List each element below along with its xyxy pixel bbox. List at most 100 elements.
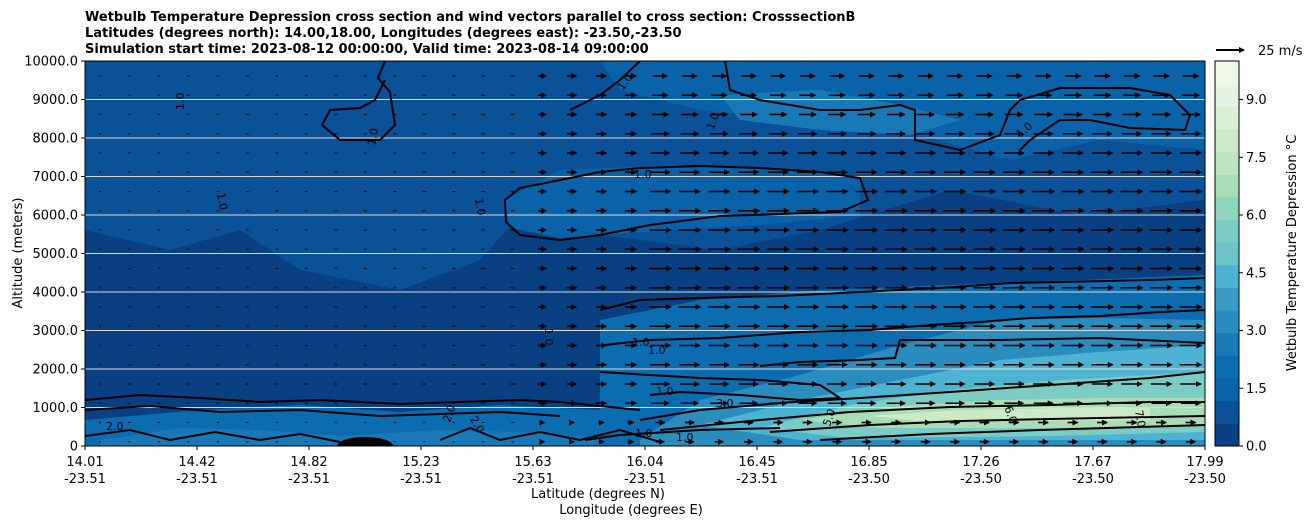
x-tick-label-lon: -23.51 bbox=[64, 472, 106, 487]
contour-line-plume-7 bbox=[819, 424, 1205, 441]
x-tick-label-lat: 14.42 bbox=[178, 455, 215, 470]
contour-line-plume-4 bbox=[639, 371, 1205, 421]
vector-key-label: 25 m/s bbox=[1258, 44, 1303, 59]
colorbar-segment bbox=[1215, 219, 1239, 243]
contour-label: 1.0 bbox=[365, 127, 381, 146]
x-tick-label-lat: 16.45 bbox=[738, 455, 775, 470]
colorbar-segment bbox=[1215, 264, 1239, 288]
colorbar-tick-label: 6.0 bbox=[1246, 209, 1267, 224]
contour-line-upper-3 bbox=[724, 61, 1192, 152]
y-tick-label: 8000.0 bbox=[33, 132, 79, 147]
contour-label: 2.0 bbox=[106, 420, 124, 433]
colorbar-segment bbox=[1215, 242, 1239, 266]
colorbar-tick-label: 4.5 bbox=[1246, 266, 1267, 281]
contour-line-upper-2 bbox=[569, 61, 641, 111]
contour-line-plume-2 bbox=[759, 336, 1205, 367]
contour-line-surface-4 bbox=[439, 426, 661, 443]
colorbar-tick-label: 3.0 bbox=[1246, 324, 1267, 339]
y-tick-label: 4000.0 bbox=[33, 286, 79, 301]
x-tick-label-lon: -23.50 bbox=[960, 472, 1002, 487]
colorbar-segment bbox=[1215, 61, 1239, 85]
colorbar-segment bbox=[1215, 106, 1239, 130]
colorbar-tick-label: 1.5 bbox=[1246, 382, 1267, 397]
x-axis: 14.01 -23.51 14.42 -23.51 14.82 -23.51 15.23 -2… bbox=[64, 446, 1226, 487]
colorbar-tick-label: 9.0 bbox=[1246, 93, 1267, 108]
x-tick-label-lat: 16.85 bbox=[850, 455, 887, 470]
contour-label: 1.0 bbox=[635, 427, 653, 440]
x-tick-label-lat: 17.67 bbox=[1074, 455, 1111, 470]
x-tick-label-lon: -23.50 bbox=[1184, 472, 1226, 487]
contour-label: 1.0 bbox=[174, 93, 187, 111]
contour-line-upper-1 bbox=[320, 61, 397, 141]
colorbar-segment bbox=[1215, 423, 1239, 447]
y-tick-label: 1000.0 bbox=[33, 401, 79, 416]
contour-label: 1.0 bbox=[472, 197, 488, 216]
gridlines bbox=[85, 99, 1205, 408]
contour-label: 1.0 bbox=[632, 336, 650, 349]
contour-line-plume-5 bbox=[659, 401, 1205, 431]
colorbar-segment bbox=[1215, 151, 1239, 175]
x-tick-label-lat: 15.23 bbox=[402, 455, 439, 470]
contour-label: 2.0 bbox=[440, 403, 458, 424]
contour-label: 1.0 bbox=[656, 385, 674, 398]
contour-fill-upper-3 bbox=[720, 90, 960, 135]
colorbar-label: Wetbulb Temperature Depression °C bbox=[1285, 135, 1300, 372]
contour-line-plume-3 bbox=[599, 371, 844, 402]
wind-vectors bbox=[99, 73, 1203, 445]
contour-lines bbox=[85, 61, 1205, 443]
contour-label: 1.0 bbox=[634, 168, 652, 181]
chart-title-line-3: Simulation start time: 2023-08-12 00:00:… bbox=[85, 42, 649, 57]
x-tick-label-lon: -23.51 bbox=[400, 472, 442, 487]
contour-label: 1.0 bbox=[648, 344, 666, 357]
contour-line-surface-2 bbox=[85, 404, 561, 418]
x-tick-label-lat: 17.26 bbox=[962, 455, 999, 470]
colorbar-segment bbox=[1215, 400, 1239, 424]
x-tick-label-lon: -23.51 bbox=[288, 472, 330, 487]
chart-title-line-1: Wetbulb Temperature Depression cross sec… bbox=[85, 10, 855, 25]
x-tick-label-lon: -23.50 bbox=[848, 472, 890, 487]
colorbar-segment bbox=[1215, 287, 1239, 311]
x-tick-label-lat: 16.04 bbox=[626, 455, 663, 470]
plot-area bbox=[85, 61, 1205, 446]
y-tick-label: 3000.0 bbox=[33, 324, 79, 339]
y-tick-label: 7000.0 bbox=[33, 170, 79, 185]
contour-line-plume-1 bbox=[604, 309, 1205, 346]
contour-line-surface-5 bbox=[584, 427, 781, 441]
chart-title-line-2: Latitudes (degrees north): 14.00,18.00, … bbox=[85, 26, 682, 41]
contour-line-plume-outer bbox=[599, 277, 1205, 311]
colorbar-segment bbox=[1215, 355, 1239, 379]
x-tick-label-lon: -23.51 bbox=[512, 472, 554, 487]
vector-key: 25 m/s bbox=[1216, 44, 1303, 59]
x-axis-label-longitude: Longitude (degrees E) bbox=[559, 503, 703, 518]
colorbar-segment bbox=[1215, 83, 1239, 107]
x-tick-label-lon: -23.50 bbox=[1072, 472, 1114, 487]
colorbar-tick-label: 7.5 bbox=[1246, 151, 1267, 166]
contour-label: 1.0 bbox=[214, 192, 230, 211]
y-axis: 0 1000.0 2000.0 3000.0 4000.0 5000.0 6000.0 700… bbox=[24, 55, 85, 455]
contour-fill-surface-2 bbox=[100, 428, 600, 446]
y-tick-label: 0 bbox=[70, 440, 78, 455]
y-tick-label: 6000.0 bbox=[33, 209, 79, 224]
colorbar-segment bbox=[1215, 128, 1239, 153]
colorbar-frame bbox=[1214, 60, 1240, 447]
colorbar: 0.0 1.5 3.0 4.5 6.0 7.5 9.0 bbox=[1214, 60, 1267, 455]
y-tick-label: 10000.0 bbox=[24, 55, 78, 70]
colorbar-tick-label: 0.0 bbox=[1246, 440, 1267, 455]
y-tick-label: 5000.0 bbox=[33, 247, 79, 262]
x-tick-label-lat: 14.82 bbox=[290, 455, 327, 470]
colorbar-segment bbox=[1215, 174, 1239, 198]
colorbar-segment bbox=[1215, 378, 1239, 402]
colorbar-segment bbox=[1215, 332, 1239, 356]
x-axis-label-latitude: Latitude (degrees N) bbox=[531, 487, 665, 502]
y-tick-label: 9000.0 bbox=[33, 93, 79, 108]
x-tick-label-lat: 15.63 bbox=[514, 455, 551, 470]
y-axis-label: Altitude (meters) bbox=[11, 198, 26, 309]
x-tick-label-lat: 17.99 bbox=[1186, 455, 1223, 470]
contour-label: 1.0 bbox=[704, 111, 722, 132]
contour-label: 1.0 bbox=[542, 328, 555, 346]
x-tick-label-lon: -23.51 bbox=[624, 472, 666, 487]
colorbar-segment bbox=[1215, 310, 1239, 334]
x-tick-label-lat: 14.01 bbox=[66, 455, 103, 470]
